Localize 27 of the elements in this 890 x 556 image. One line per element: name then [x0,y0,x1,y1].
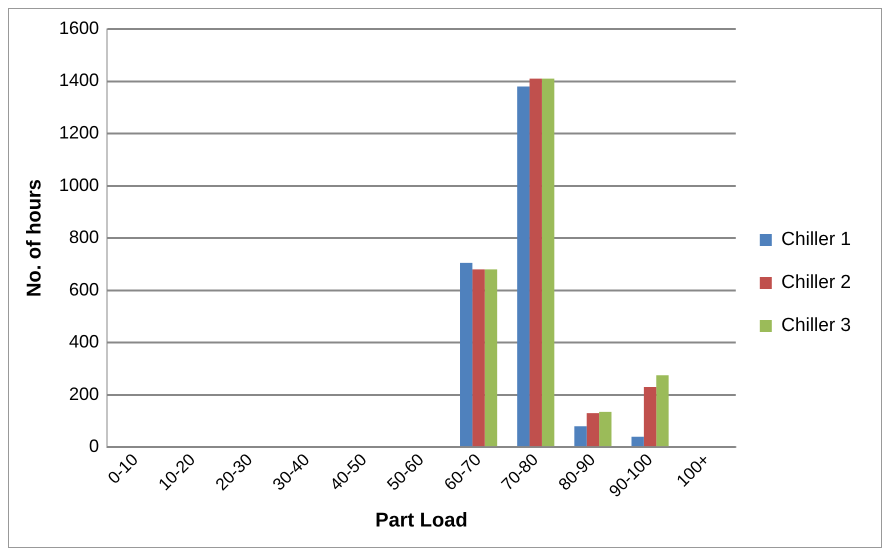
y-tick-label: 1000 [58,174,100,195]
bar [574,426,587,446]
bar [586,413,600,446]
bar [517,86,530,446]
bar [484,269,498,446]
y-tick-label: 600 [68,279,100,300]
y-tick-label: 200 [68,384,100,404]
legend-label: Chiller 3 [781,315,852,336]
bar [530,78,542,446]
bar [644,387,656,446]
x-tick-label: 0-10 [104,450,142,488]
y-tick-label: 800 [68,227,100,248]
legend-label: Chiller 2 [781,272,852,294]
bar [656,375,669,446]
bar [631,436,644,446]
y-tick-label: 1600 [58,18,100,38]
bar [472,269,485,446]
bar [460,262,472,446]
x-axis-title: Part Load [375,510,468,532]
y-tick-label: 0 [89,436,100,456]
y-tick-label: 1400 [58,70,100,90]
y-axis-title: No. of hours [24,179,46,297]
y-tick-label: 400 [68,332,100,352]
bar [599,412,612,446]
y-tick-label: 1200 [58,122,100,143]
bar [542,78,554,446]
legend-label: Chiller 1 [781,229,852,250]
